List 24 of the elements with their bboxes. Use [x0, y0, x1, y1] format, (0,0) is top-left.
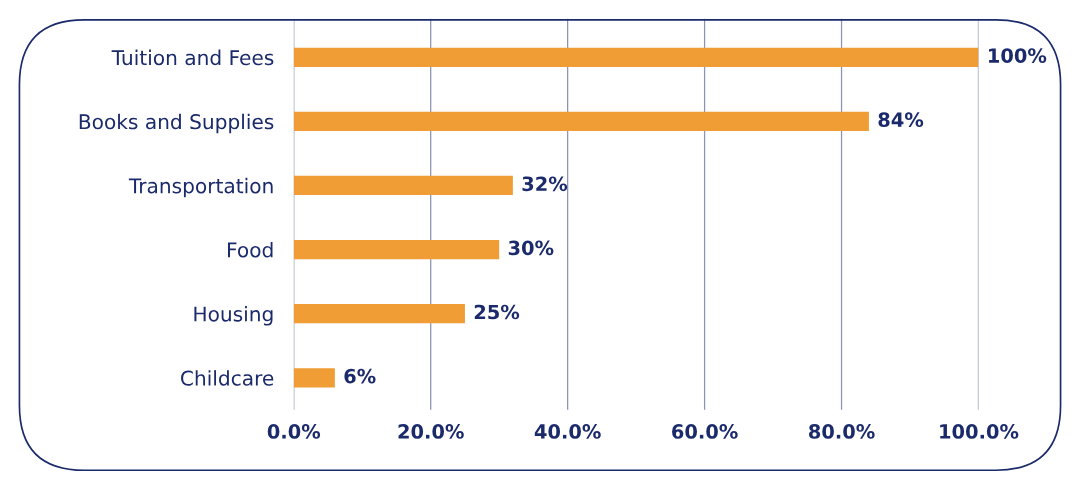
bar — [293, 47, 979, 67]
y-tick-label: Housing — [194, 306, 273, 326]
x-tick-label: 100.0% — [940, 424, 1019, 439]
y-tick-label: Childcare — [181, 370, 274, 386]
bar — [293, 368, 335, 388]
data-label: 84% — [878, 112, 924, 128]
y-tick-label: Tuition and Fees — [111, 49, 274, 66]
data-label: 100% — [989, 48, 1047, 63]
x-tick-label: 40.0% — [534, 424, 601, 439]
data-label: 30% — [508, 240, 554, 256]
y-tick-label: Books and Supplies — [79, 113, 274, 134]
y-tick-label: Food — [228, 241, 273, 258]
bar — [293, 111, 869, 131]
x-tick-label: 80.0% — [809, 424, 875, 439]
x-tick-label: 20.0% — [398, 424, 464, 439]
x-tick-label: 0.0% — [267, 424, 321, 439]
data-label: 25% — [474, 304, 520, 320]
x-tick-label: 60.0% — [672, 424, 738, 439]
data-label: 32% — [522, 176, 568, 192]
y-tick-label: Transportation — [128, 177, 273, 198]
bar — [293, 304, 465, 324]
bar — [293, 175, 513, 196]
data-label: 6% — [344, 368, 376, 384]
bar — [293, 239, 500, 260]
